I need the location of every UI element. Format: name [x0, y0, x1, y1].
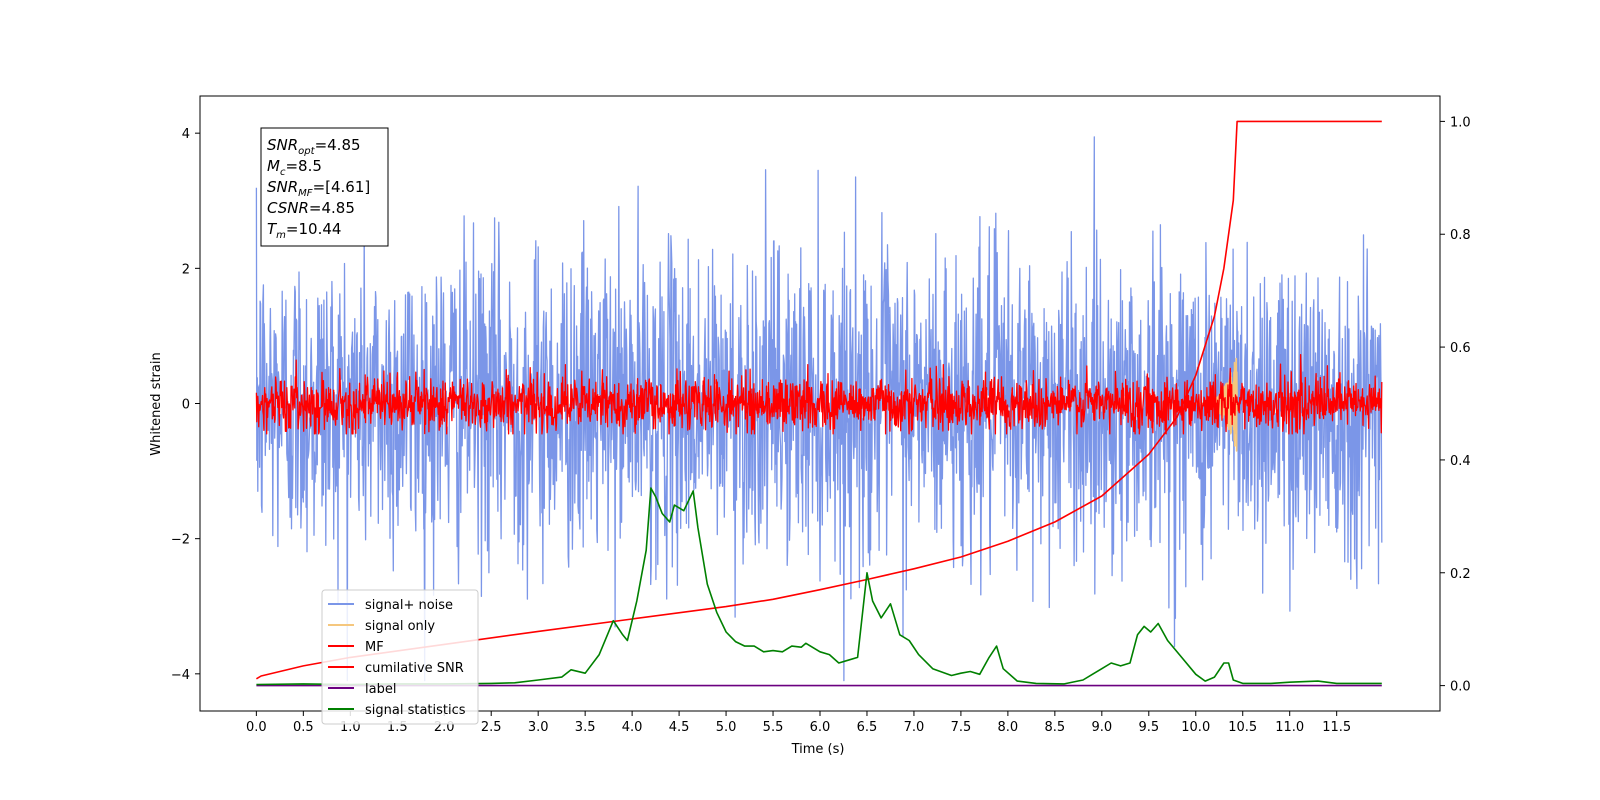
- x-tick-label: 5.5: [763, 720, 784, 735]
- series-line-signal-statistics: [256, 487, 1382, 686]
- legend: signal+ noise signal only MF cumilative SNR…: [321, 589, 479, 725]
- x-tick-label: 0.0: [246, 720, 267, 735]
- legend-entry: signal only: [365, 619, 435, 634]
- annotation-line: SNRMF=[4.61]: [267, 178, 370, 199]
- x-tick-label: 5.0: [716, 720, 737, 735]
- y-right-tick-label: 0.0: [1450, 680, 1471, 695]
- x-tick-label: 9.5: [1138, 720, 1159, 735]
- x-axis: 0.0 0.5 1.0 1.5 2.0 2.5 3.0 3.5 4.0 4.5 5.0 5.5 6.0 6…: [246, 711, 1351, 735]
- annotation-line: Tm=10.44: [267, 220, 341, 241]
- legend-entry: MF: [365, 640, 384, 655]
- y-right-tick-label: 0.8: [1450, 228, 1471, 243]
- legend-entry: signal statistics: [365, 703, 466, 718]
- y-tick-label: 2: [182, 262, 190, 277]
- x-tick-label: 10.0: [1181, 720, 1210, 735]
- x-tick-label: 6.5: [857, 720, 878, 735]
- x-tick-label: 7.5: [951, 720, 972, 735]
- x-tick-label: 10.5: [1228, 720, 1257, 735]
- x-tick-label: 11.0: [1275, 720, 1304, 735]
- y-tick-label: −2: [171, 533, 190, 548]
- legend-entry: cumilative SNR: [365, 661, 464, 676]
- legend-entry: signal+ noise: [365, 598, 453, 613]
- annotation-line: SNRopt=4.85: [267, 136, 361, 157]
- y-right-tick-label: 0.6: [1450, 341, 1471, 356]
- series-line-signal-noise: [255, 136, 1383, 682]
- annotation-frame: [260, 127, 389, 247]
- x-tick-label: 4.0: [622, 720, 643, 735]
- y-right-tick-label: 0.4: [1450, 454, 1471, 469]
- x-axis-label: Time (s): [791, 742, 845, 757]
- x-tick-label: 2.5: [481, 720, 502, 735]
- x-tick-label: 3.5: [575, 720, 596, 735]
- annotation-line: CSNR=4.85: [267, 199, 355, 217]
- y-tick-label: 0: [182, 398, 190, 413]
- x-tick-label: 3.0: [528, 720, 549, 735]
- x-tick-label: 0.5: [293, 720, 314, 735]
- x-tick-label: 8.0: [998, 720, 1019, 735]
- annotation-line: Mc=8.5: [267, 157, 322, 178]
- series-line-mf: [255, 353, 1383, 435]
- y-tick-label: 4: [182, 127, 190, 142]
- x-tick-label: 9.0: [1091, 720, 1112, 735]
- y-right-tick-label: 0.2: [1450, 567, 1471, 582]
- y-axis-left: −4 −2 0 2 4: [171, 127, 200, 683]
- y-right-tick-label: 1.0: [1450, 115, 1471, 130]
- x-tick-label: 11.5: [1322, 720, 1351, 735]
- y-tick-label: −4: [171, 668, 190, 683]
- x-tick-label: 6.0: [810, 720, 831, 735]
- x-tick-label: 8.5: [1045, 720, 1066, 735]
- y-axis-right: 0.0 0.2 0.4 0.6 0.8 1.0: [1440, 115, 1471, 695]
- x-tick-label: 4.5: [669, 720, 690, 735]
- legend-frame: [321, 589, 479, 725]
- x-tick-label: 7.0: [904, 720, 925, 735]
- legend-entry: label: [365, 682, 396, 697]
- y-axis-label: Whitened strain: [149, 352, 164, 455]
